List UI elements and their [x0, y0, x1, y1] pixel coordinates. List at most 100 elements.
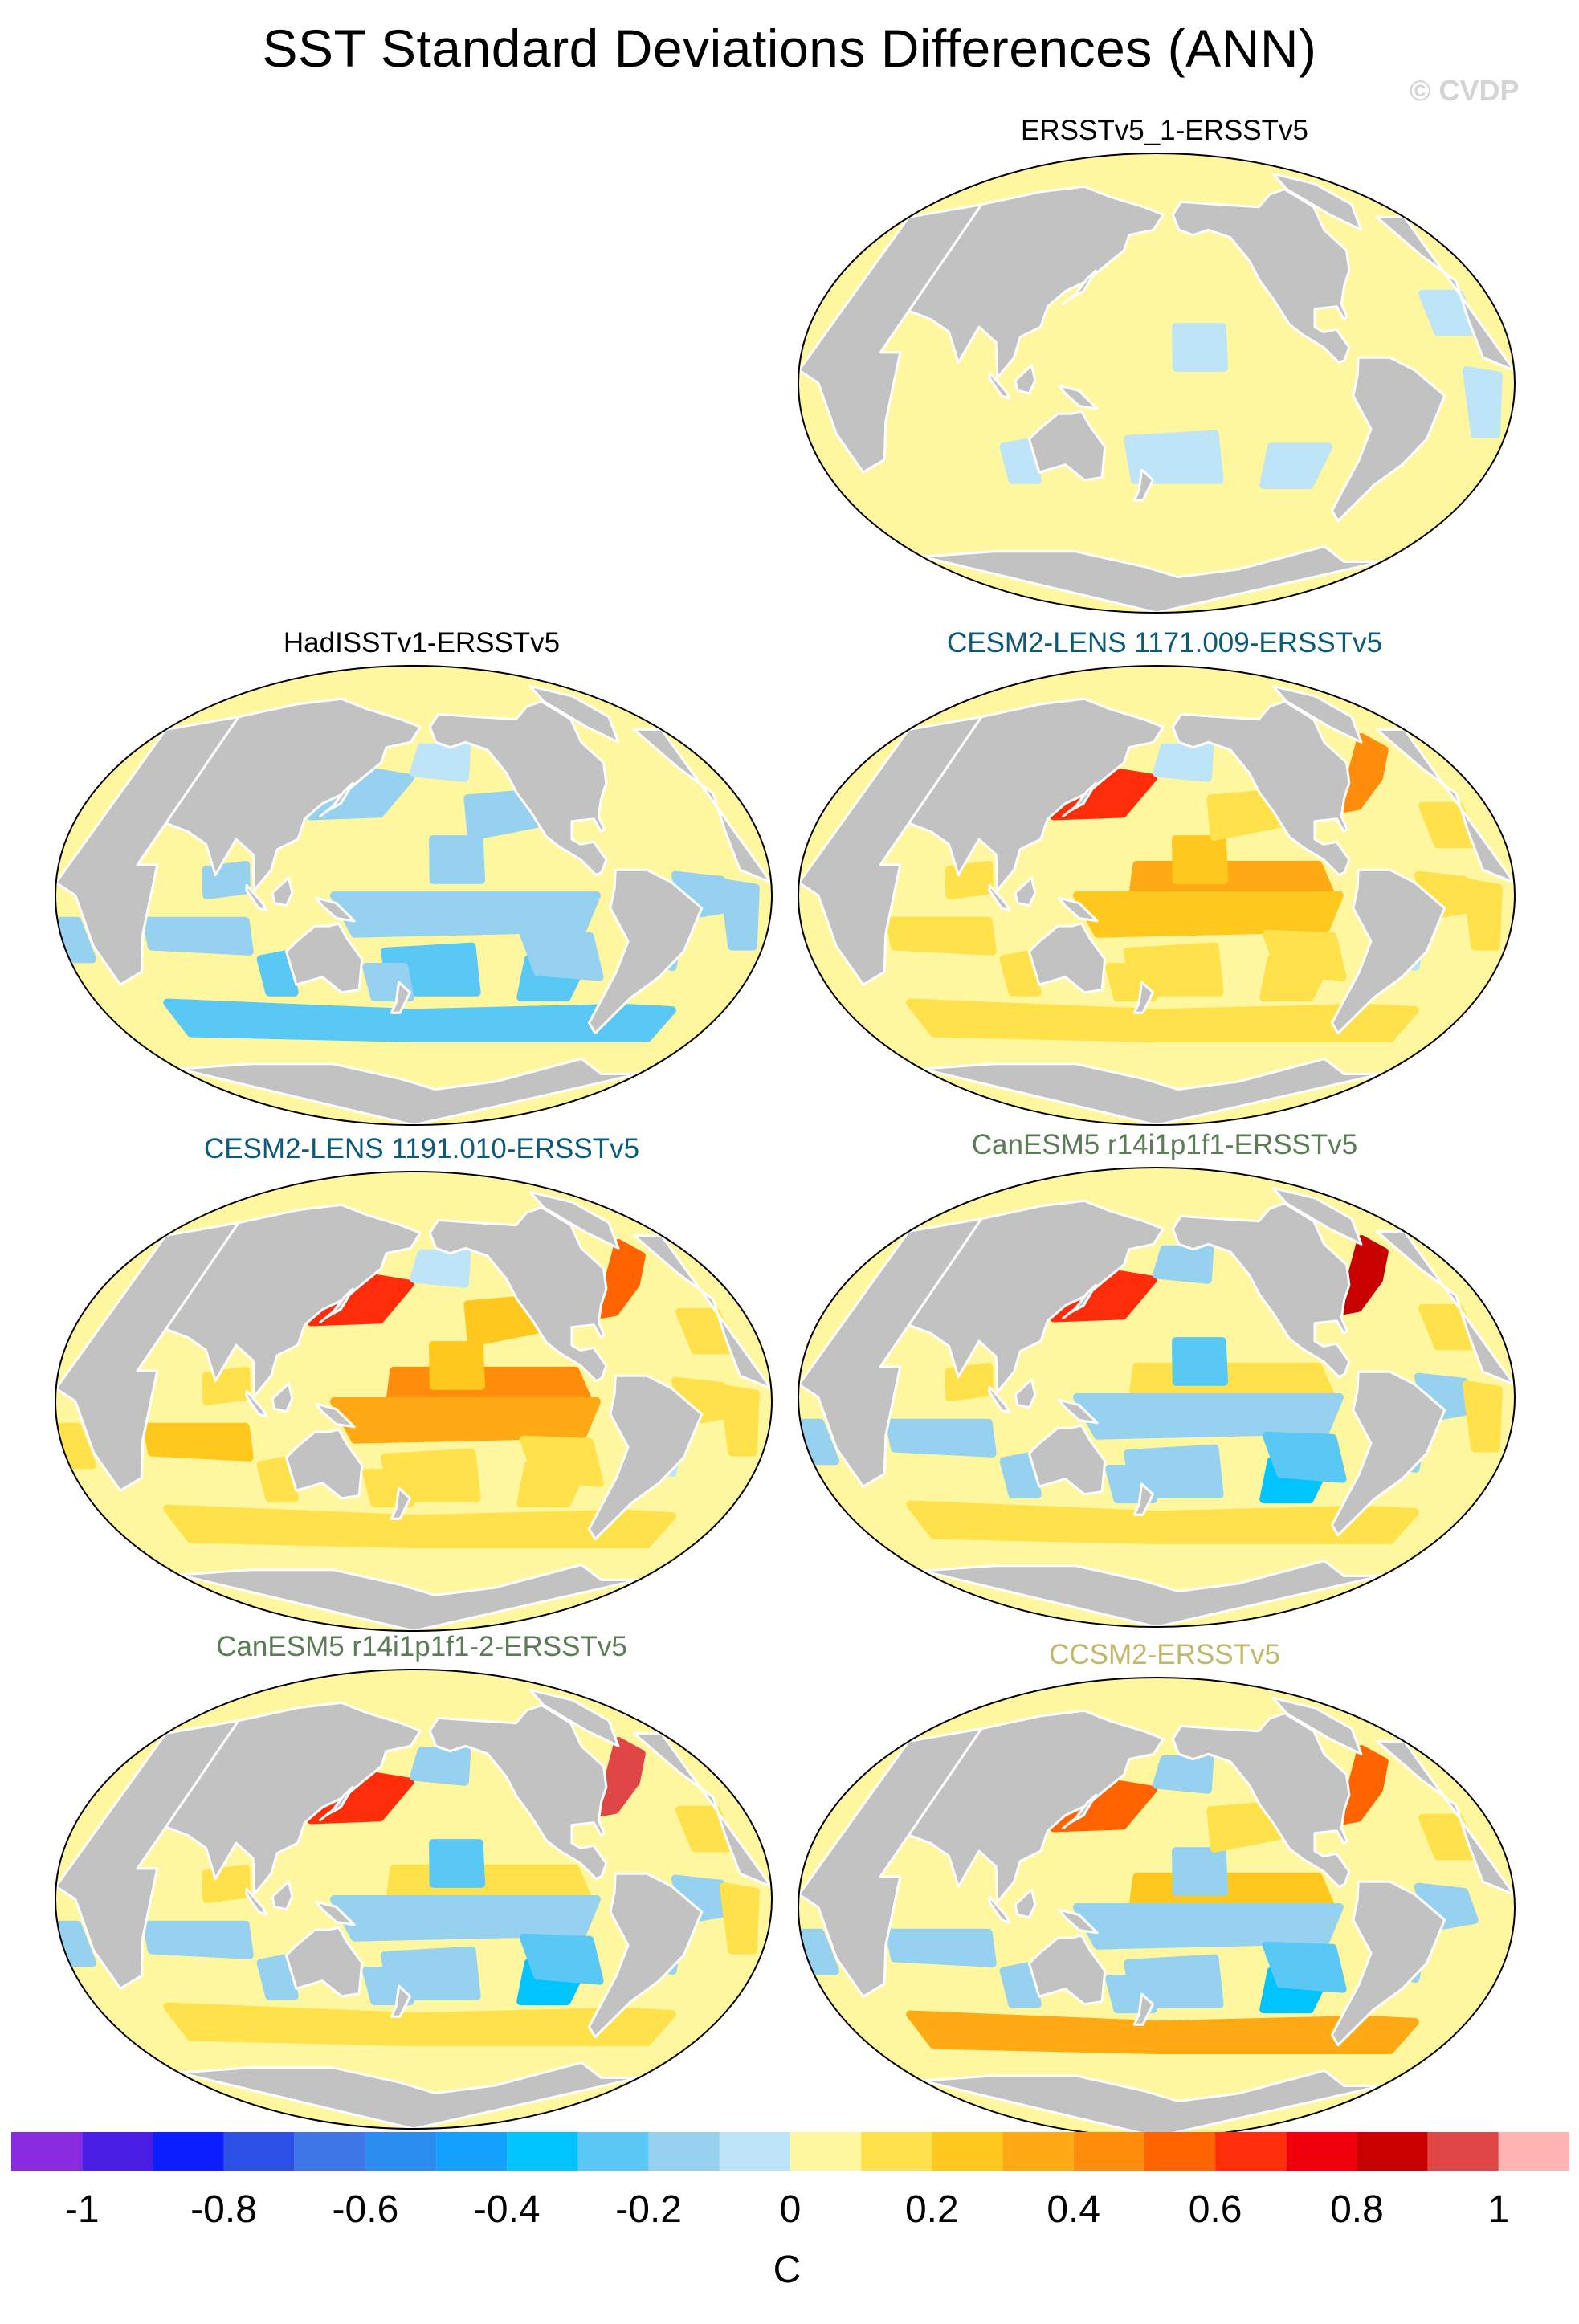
land-mass	[1171, 1202, 1351, 1379]
land-mass	[920, 2069, 1383, 2137]
colorbar-swatch	[1144, 2132, 1216, 2171]
land-mass	[177, 1057, 640, 1125]
land-mass	[1330, 868, 1446, 1035]
anomaly-region	[945, 860, 994, 899]
map-panel: CESM2-LENS 1171.009-ERSSTv5	[795, 626, 1534, 1126]
land-mass	[1330, 1880, 1446, 2047]
land-mass	[587, 1374, 704, 1541]
land-mass	[245, 1389, 268, 1418]
colorbar-unit-label: C	[773, 2249, 802, 2291]
land-mass	[245, 883, 268, 912]
map-plot	[55, 1669, 773, 2130]
land-mass	[632, 1731, 772, 1888]
anomaly-region	[1128, 860, 1336, 899]
land-mass	[1132, 981, 1154, 1014]
land-mass	[428, 1206, 608, 1383]
anomaly-region	[1262, 929, 1347, 981]
anomaly-region	[429, 1839, 486, 1888]
colorbar-swatch	[577, 2132, 649, 2171]
land-mass	[428, 1704, 608, 1881]
anomaly-region	[885, 916, 997, 956]
anomaly-region	[410, 743, 471, 782]
anomaly-region	[885, 1928, 997, 1967]
map-border	[798, 665, 1516, 1126]
land-mass	[319, 1287, 354, 1323]
anomaly-region	[329, 891, 601, 938]
anomaly-region	[999, 950, 1042, 997]
anomaly-region	[163, 1504, 676, 1548]
map-border	[55, 665, 773, 1126]
land-mass	[1271, 1186, 1363, 1246]
colorbar-swatch	[294, 2132, 365, 2171]
land-mass	[528, 1688, 620, 1747]
land-mass	[1014, 1378, 1037, 1409]
colorbar-swatch	[790, 2132, 862, 2171]
anomaly-region	[945, 1362, 994, 1401]
anomaly-region	[410, 1249, 471, 1288]
panel-title: CCSM2-ERSSTv5	[1049, 1639, 1280, 1670]
colorbar-swatch	[1427, 2132, 1499, 2171]
colorbar-tick-label: 0.8	[1330, 2188, 1384, 2231]
colorbar-swatch	[1002, 2132, 1074, 2171]
colorbar-tick-label: 0.4	[1047, 2188, 1100, 2231]
land-mass	[1171, 188, 1351, 365]
land-mass	[920, 544, 1383, 613]
colorbar-swatch	[932, 2132, 1003, 2171]
anomaly-region	[1462, 366, 1503, 438]
colorbar-tick-label: -0.2	[615, 2188, 682, 2231]
colorbar-swatch	[1215, 2132, 1287, 2171]
land-mass	[55, 1719, 240, 1990]
map-panel: CCSM2-ERSSTv5	[795, 1638, 1534, 2138]
land-mass	[920, 1057, 1383, 1125]
land-mass	[1271, 172, 1363, 231]
anomaly-region	[1172, 1847, 1229, 1896]
colorbar-swatch	[1286, 2132, 1357, 2171]
anomaly-region	[719, 1882, 760, 1955]
anomaly-region	[429, 1341, 486, 1390]
anomaly-region	[906, 998, 1419, 1042]
land-mass	[632, 728, 772, 884]
anomaly-region	[202, 860, 251, 899]
map-plot	[798, 665, 1516, 1126]
map-plot	[55, 665, 773, 1126]
land-mass	[988, 1895, 1011, 1924]
land-mass	[177, 2061, 640, 2129]
land-mass	[1375, 728, 1515, 884]
land-mass	[528, 1190, 620, 1250]
panel-title: CESM2-LENS 1191.010-ERSSTv5	[203, 1133, 640, 1164]
land-mass	[798, 203, 983, 474]
land-mass	[319, 1785, 354, 1821]
panel-title: HadISSTv1-ERSSTv5	[283, 627, 561, 658]
anomaly-region	[142, 1422, 254, 1462]
anomaly-region	[519, 1933, 604, 1985]
anomaly-region	[410, 1747, 471, 1786]
colorbar-swatch	[861, 2132, 932, 2171]
anomaly-region	[719, 1384, 760, 1457]
panel-title: CESM2-LENS 1171.009-ERSSTv5	[946, 627, 1383, 658]
map-plot	[798, 1677, 1516, 2138]
anomaly-region	[1153, 1245, 1214, 1284]
map-panel: CESM2-LENS 1191.010-ERSSTv5	[52, 1132, 791, 1632]
land-mass	[271, 1382, 294, 1413]
land-mass	[315, 1900, 356, 1926]
land-mass	[284, 1926, 364, 1998]
land-mass	[284, 1428, 364, 1500]
land-mass	[587, 868, 704, 1035]
land-mass	[1027, 922, 1107, 994]
land-mass	[528, 684, 620, 744]
land-mass	[1132, 468, 1154, 502]
map-border	[798, 1167, 1516, 1628]
anomaly-region	[519, 1435, 604, 1487]
map-border	[55, 1669, 773, 2130]
map-panel: HadISSTv1-ERSSTv5	[52, 626, 791, 1126]
anomaly-region	[256, 1954, 299, 2000]
colorbar-tick-label: -1	[65, 2188, 100, 2231]
land-mass	[390, 981, 411, 1014]
land-mass	[1171, 700, 1351, 877]
page-title: SST Standard Deviations Differences (ANN…	[262, 18, 1317, 78]
map-panel: ERSSTv5_1-ERSSTv5	[795, 114, 1534, 614]
anomaly-region	[142, 916, 254, 956]
land-mass	[245, 1887, 268, 1916]
anomaly-region	[798, 1928, 840, 1975]
land-mass	[798, 1217, 983, 1488]
